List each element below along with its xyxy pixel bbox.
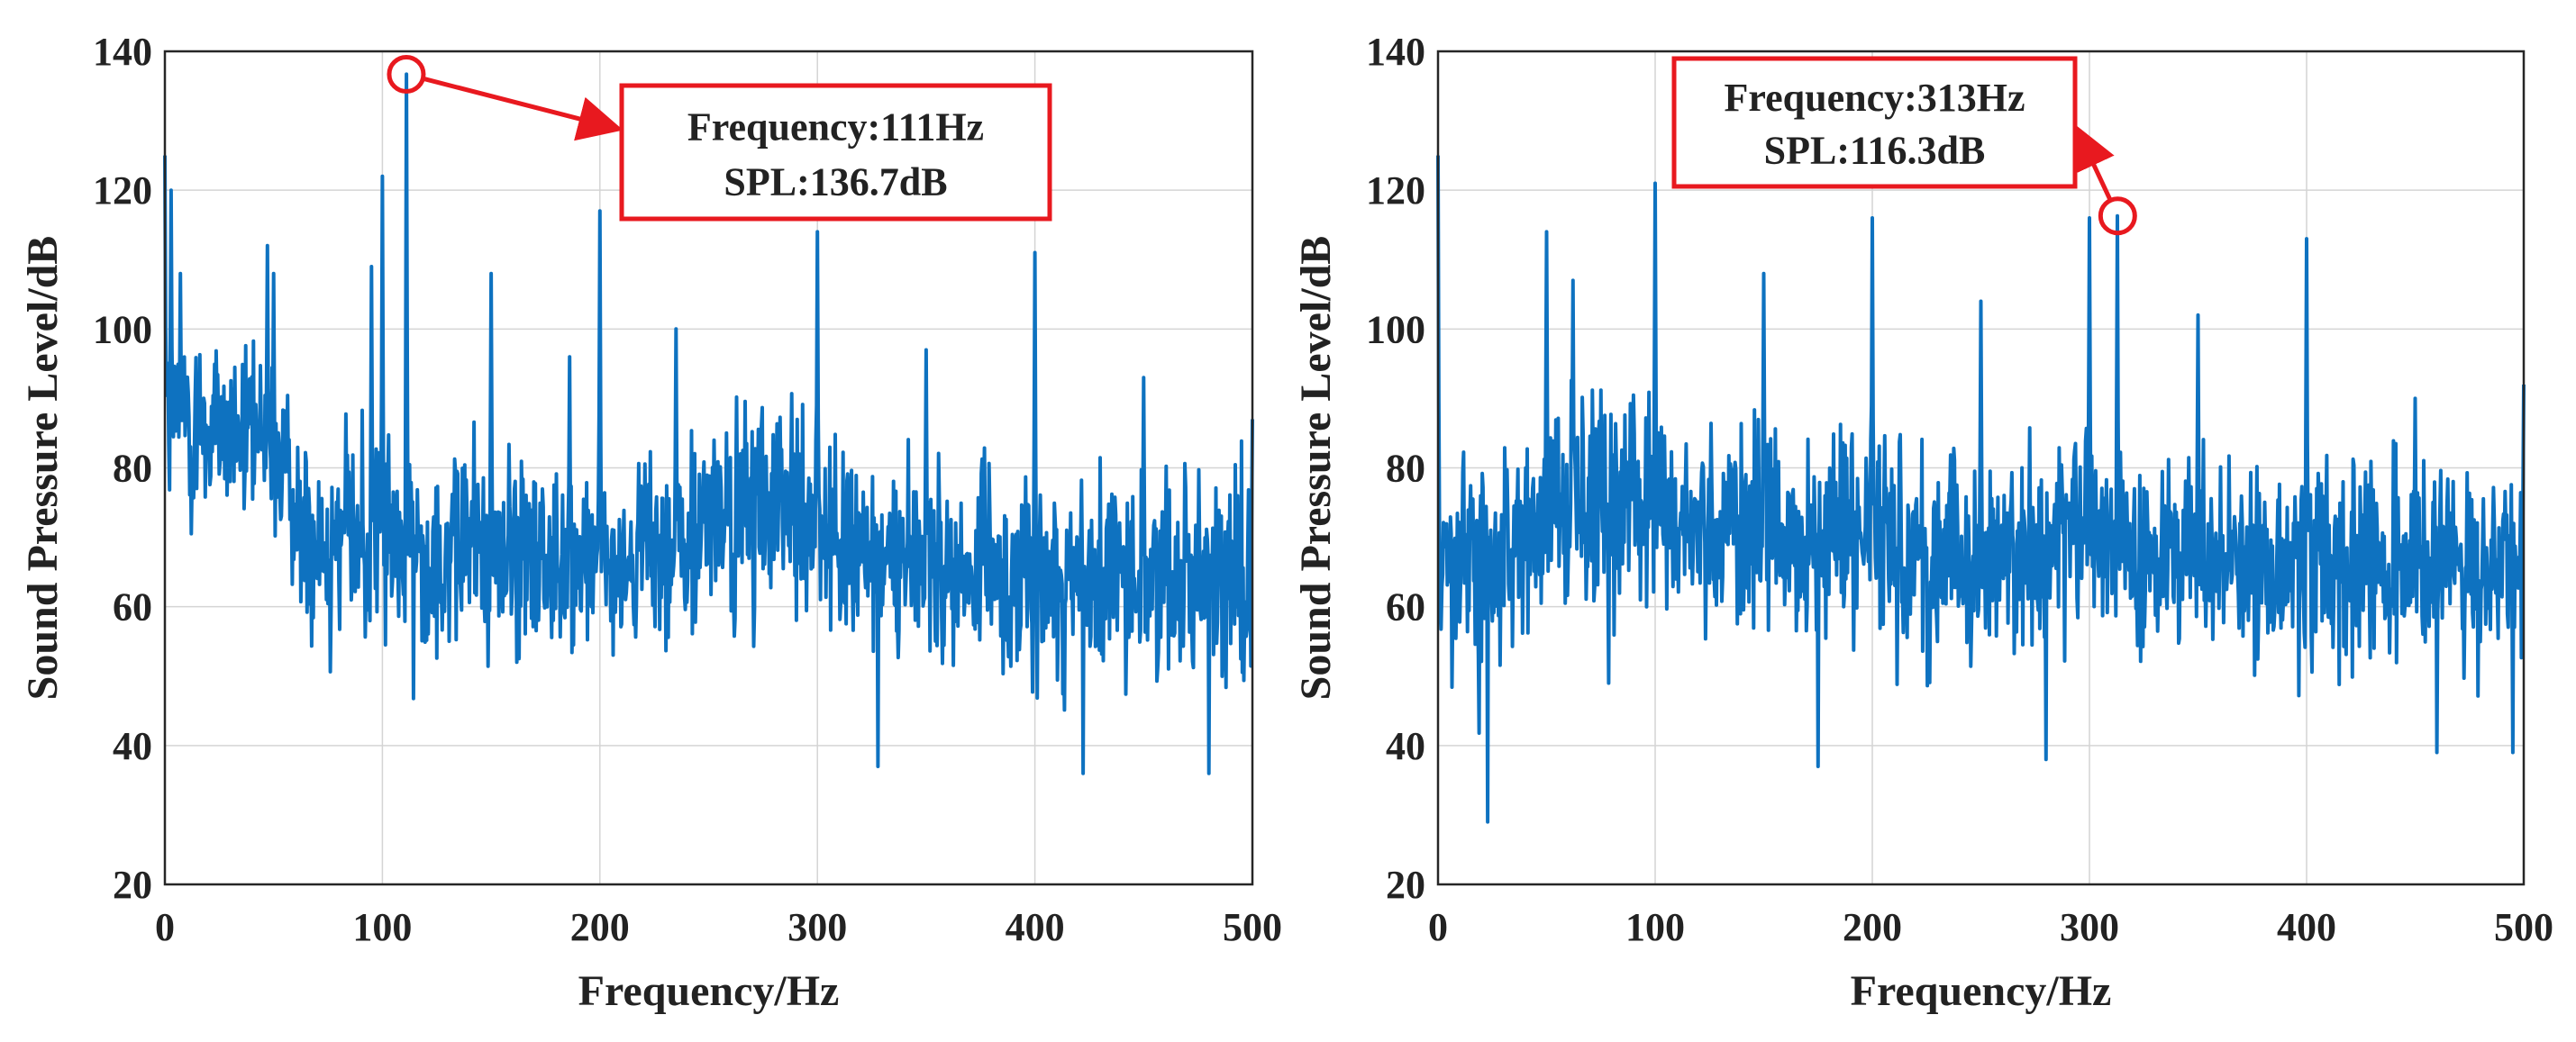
x-tick-labels-right: 0 100 200 300 400 500 — [1428, 905, 2553, 949]
x-tick-label: 0 — [155, 905, 175, 949]
x-tick-labels-left: 0 100 200 300 400 500 — [155, 905, 1282, 949]
annotation-left: Frequency:111Hz SPL:136.7dB — [387, 54, 1052, 222]
x-tick-label: 0 — [1428, 905, 1448, 949]
x-tick-label: 200 — [570, 905, 630, 949]
y-axis-label-right: Sound Pressure Level/dB — [1292, 236, 1340, 701]
annotation-box-right — [1671, 56, 2078, 189]
x-tick-label: 100 — [1625, 905, 1685, 949]
y-tick-label: 80 — [1386, 447, 1425, 491]
plot-frame-left — [163, 50, 1254, 886]
y-tick-label: 120 — [93, 168, 152, 213]
peak-marker-circle-right — [2098, 196, 2137, 236]
annotation-arrow-left — [423, 77, 624, 141]
chart-right: 20 40 60 80 100 120 140 0 100 200 300 40… — [1292, 30, 2553, 1015]
annotation-arrow-right — [2073, 123, 2115, 201]
y-axis-label-left: Sound Pressure Level/dB — [19, 236, 67, 701]
y-tick-label: 100 — [1366, 307, 1425, 351]
x-tick-label: 200 — [1843, 905, 1902, 949]
y-tick-label: 40 — [113, 724, 152, 768]
spectrum-line-right — [1436, 155, 2526, 824]
y-tick-label: 40 — [1386, 724, 1425, 768]
chart-left: 20 40 60 80 100 120 140 0 100 200 300 40… — [19, 30, 1282, 1015]
annotation-spl-right: SPL:116.3dB — [1764, 128, 1986, 172]
y-tick-label: 120 — [1366, 168, 1425, 213]
x-axis-label-left: Frequency/Hz — [578, 967, 840, 1015]
peak-marker-circle-left — [387, 54, 426, 94]
annotation-box-left — [619, 83, 1052, 222]
x-tick-label: 300 — [2060, 905, 2119, 949]
y-tick-label: 100 — [93, 307, 152, 351]
y-tick-label: 20 — [113, 863, 152, 907]
y-tick-labels-left: 20 40 60 80 100 120 140 — [93, 30, 152, 907]
x-tick-label: 400 — [2277, 905, 2336, 949]
y-tick-label: 80 — [113, 447, 152, 491]
y-tick-label: 60 — [113, 585, 152, 630]
plot-frame-right — [1436, 50, 2526, 886]
x-tick-label: 500 — [1223, 905, 1282, 949]
annotation-spl-left: SPL:136.7dB — [724, 159, 947, 204]
y-tick-labels-right: 20 40 60 80 100 120 140 — [1366, 30, 1425, 907]
annotation-right: Frequency:313Hz SPL:116.3dB — [1671, 56, 2137, 236]
y-tick-label: 140 — [1366, 30, 1425, 74]
x-tick-label: 300 — [787, 905, 847, 949]
y-tick-label: 20 — [1386, 863, 1425, 907]
y-tick-label: 60 — [1386, 585, 1425, 630]
x-tick-label: 500 — [2494, 905, 2553, 949]
y-tick-label: 140 — [93, 30, 152, 74]
annotation-frequency-left: Frequency:111Hz — [687, 105, 984, 150]
x-tick-label: 400 — [1006, 905, 1065, 949]
annotation-frequency-right: Frequency:313Hz — [1724, 76, 2025, 120]
x-tick-label: 100 — [352, 905, 412, 949]
spectrum-line-left — [163, 72, 1254, 775]
x-axis-label-right: Frequency/Hz — [1851, 967, 2112, 1015]
